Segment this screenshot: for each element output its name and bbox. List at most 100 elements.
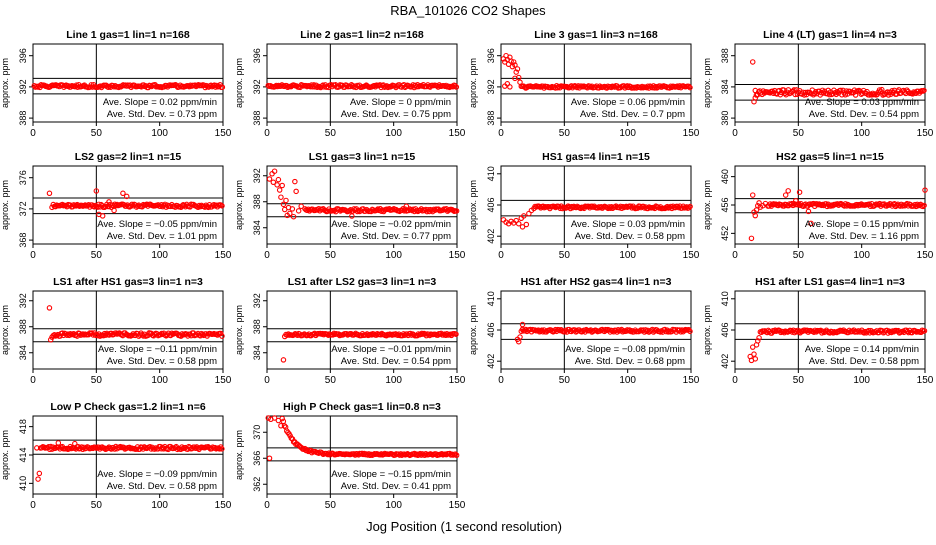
y-axis-label: approx. ppm	[702, 180, 712, 230]
y-tick-label: 388	[720, 48, 730, 63]
x-tick-label: 50	[793, 375, 805, 386]
panel-title: High P Check gas=1 lin=0.8 n=3	[283, 401, 441, 413]
data-point	[290, 213, 297, 220]
slope-annotation: Ave. Slope = 0 ppm/min	[350, 97, 451, 108]
data-point	[453, 84, 460, 90]
slope-annotation-slope-label: Ave. Slope =	[571, 219, 625, 230]
data-point	[751, 351, 757, 357]
data-point	[515, 338, 522, 345]
slope-annotation: Ave. Slope = −0.05 ppm/min	[97, 219, 217, 230]
data-point	[453, 208, 460, 214]
x-tick-label: 50	[325, 250, 337, 261]
std-annotation-std-unit: ppm	[430, 109, 451, 120]
slope-annotation-slope-unit: ppm/min	[412, 344, 451, 355]
data-point	[879, 86, 885, 93]
y-tick-label: 388	[252, 319, 262, 334]
y-tick-label: 396	[486, 48, 496, 63]
data-point	[872, 329, 879, 335]
data-point	[843, 88, 850, 94]
data-point	[367, 452, 373, 459]
y-tick-label: 460	[720, 169, 730, 184]
y-tick-label: 384	[252, 220, 262, 235]
std-annotation: Ave. Std. Dev. = 0.58 ppm	[107, 481, 217, 492]
x-tick-label: 100	[385, 375, 402, 386]
data-point	[748, 235, 755, 242]
x-tick-label: 100	[619, 250, 636, 261]
slope-annotation-slope-unit: ppm/min	[178, 97, 217, 108]
data-point	[510, 59, 517, 65]
std-annotation-std-label: Ave. Std. Dev. =	[107, 231, 175, 242]
std-annotation-std-value: 1.16	[877, 231, 898, 242]
slope-annotation-slope-value: 0.03	[859, 97, 880, 108]
y-tick-label: 402	[486, 354, 496, 369]
data-point	[687, 203, 693, 210]
slope-annotation-slope-unit: ppm/min	[412, 219, 451, 230]
std-annotation-std-unit: ppm	[664, 356, 685, 367]
x-tick-label: 50	[325, 500, 337, 511]
panel-title: HS1 after LS1 gas=4 lin=1 n=3	[755, 276, 905, 288]
std-annotation: Ave. Std. Dev. = 0.73 ppm	[107, 109, 217, 120]
panel: HS1 after LS1 gas=4 lin=1 n=3 0 50 100 150 40…	[702, 276, 934, 386]
x-tick-label: 0	[30, 128, 36, 139]
std-annotation-std-value: 0.77	[409, 231, 430, 242]
data-point	[507, 84, 513, 90]
x-tick-label: 0	[264, 500, 270, 511]
slope-annotation: Ave. Slope = 0.02 ppm/min	[103, 97, 217, 108]
y-tick-label: 406	[486, 322, 496, 337]
panel: HS1 after HS2 gas=4 lin=1 n=3 0 50 100 150 40…	[468, 276, 700, 386]
std-annotation: Ave. Std. Dev. = 0.54 ppm	[341, 356, 451, 367]
y-tick-label: 392	[18, 79, 28, 94]
data-point	[46, 190, 53, 197]
slope-annotation-slope-unit: ppm/min	[412, 469, 451, 480]
slope-annotation-slope-value: 0.03	[625, 219, 646, 230]
data-point	[755, 338, 761, 344]
data-point	[637, 203, 643, 210]
panel: LS2 gas=2 lin=1 n=15 0 50 100 150 368 372 376 ap…	[0, 151, 232, 261]
y-axis-label: approx. ppm	[468, 58, 478, 108]
panel: Line 2 gas=1 lin=2 n=168 0 50 100 150 388 392 3…	[234, 29, 466, 139]
y-axis-label: approx. ppm	[0, 180, 10, 230]
slope-annotation: Ave. Slope = −0.08 ppm/min	[565, 344, 685, 355]
y-tick-label: 392	[252, 168, 262, 183]
x-tick-label: 100	[853, 250, 870, 261]
data-point	[785, 188, 791, 194]
std-annotation-std-label: Ave. Std. Dev. =	[809, 109, 877, 120]
x-tick-label: 0	[732, 375, 738, 386]
std-annotation-std-label: Ave. Std. Dev. =	[575, 231, 643, 242]
x-tick-label: 100	[385, 250, 402, 261]
data-point	[191, 444, 198, 450]
slope-annotation-slope-label: Ave. Slope =	[331, 344, 385, 355]
data-point	[687, 84, 693, 91]
data-point	[752, 356, 759, 362]
std-annotation-std-unit: ppm	[196, 109, 217, 120]
slope-annotation-slope-label: Ave. Slope =	[97, 469, 151, 480]
std-annotation-std-value: 1.01	[175, 231, 196, 242]
std-annotation-std-value: 0.54	[877, 109, 898, 120]
std-annotation-std-unit: ppm	[196, 356, 217, 367]
std-annotation-std-unit: ppm	[664, 231, 685, 242]
y-axis-label: approx. ppm	[234, 305, 244, 355]
data-point	[270, 179, 277, 186]
std-annotation-std-value: 0.75	[409, 109, 430, 120]
std-annotation-std-unit: ppm	[898, 231, 919, 242]
std-annotation-std-value: 0.7	[648, 109, 664, 120]
std-annotation-std-label: Ave. Std. Dev. =	[107, 356, 175, 367]
data-point	[793, 197, 799, 204]
y-tick-label: 384	[18, 345, 28, 360]
data-point	[106, 199, 112, 205]
panel-title: Line 3 gas=1 lin=3 n=168	[534, 29, 658, 41]
x-tick-label: 50	[559, 128, 571, 139]
data-point	[770, 90, 777, 96]
y-tick-label: 384	[720, 79, 730, 94]
y-tick-label: 388	[18, 111, 28, 126]
x-tick-label: 150	[683, 128, 700, 139]
data-point	[687, 328, 693, 335]
x-tick-label: 150	[917, 128, 934, 139]
x-tick-label: 0	[498, 128, 504, 139]
slope-annotation-slope-value: −0.01	[385, 344, 412, 355]
slope-annotation-slope-label: Ave. Slope =	[565, 344, 619, 355]
data-point	[403, 203, 410, 210]
data-point	[749, 344, 756, 350]
std-annotation-std-label: Ave. Std. Dev. =	[341, 231, 409, 242]
